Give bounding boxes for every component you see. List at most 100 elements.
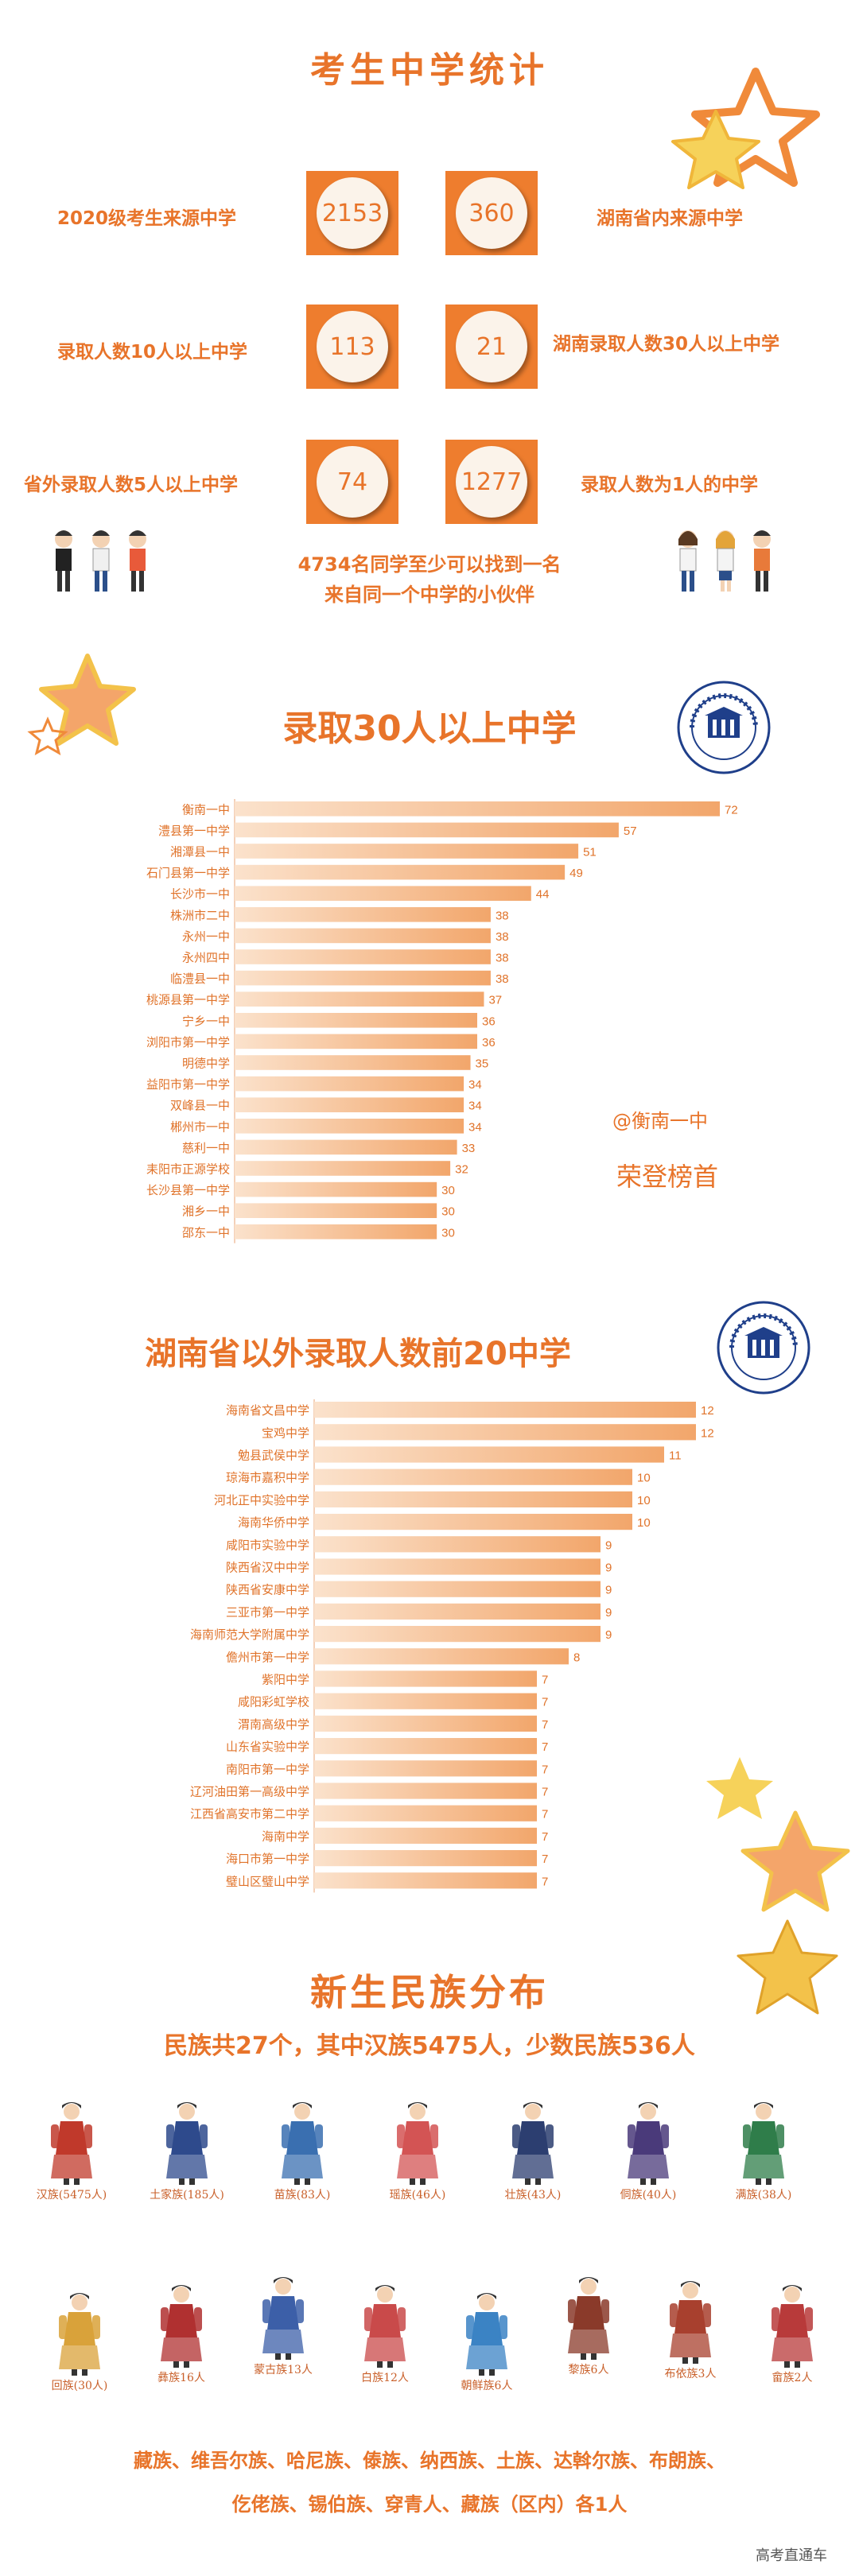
students-illustration-icon bbox=[55, 530, 146, 592]
category-label: 衡南一中 bbox=[182, 803, 230, 817]
bar bbox=[314, 1783, 537, 1799]
stat-label-3: 录取人数10人以上中学 bbox=[57, 342, 248, 363]
ethnic-costume-icon bbox=[628, 2102, 669, 2185]
bar bbox=[314, 1626, 601, 1643]
value-label: 9 bbox=[605, 1584, 612, 1597]
ethnic-figure: 畲族2人 bbox=[748, 2282, 836, 2385]
value-label: 36 bbox=[482, 1036, 496, 1049]
stat-label-2: 湖南省内来源中学 bbox=[597, 208, 743, 229]
bar bbox=[235, 1224, 437, 1240]
ethnic-costume-icon bbox=[282, 2102, 323, 2185]
outside-hunan-bar-chart: 海南省文昌中学 12 宝鸡中学 12 勉县武侯中学 11 琼海市嘉积中学 10 河北正中实验中学… bbox=[190, 1399, 714, 1893]
value-label: 34 bbox=[468, 1120, 482, 1134]
bar bbox=[314, 1536, 601, 1553]
category-label: 桃源县第一中学 bbox=[146, 993, 230, 1007]
bar bbox=[235, 991, 484, 1007]
category-label: 临澧县一中 bbox=[170, 972, 230, 986]
stat-value-6: 1277 bbox=[456, 446, 527, 518]
category-label: 咸阳彩虹学校 bbox=[238, 1696, 309, 1709]
ethnic-figure: 侗族(40人) bbox=[604, 2099, 692, 2202]
value-label: 7 bbox=[542, 1718, 548, 1732]
university-logo-icon bbox=[717, 1301, 810, 1395]
bar bbox=[314, 1514, 632, 1530]
ethnic-figure: 汉族(5475人) bbox=[28, 2099, 115, 2202]
bar bbox=[235, 1076, 464, 1092]
value-label: 9 bbox=[605, 1628, 612, 1642]
value-label: 7 bbox=[542, 1740, 548, 1754]
stat-box-1: 2153 bbox=[306, 171, 398, 255]
bar bbox=[314, 1468, 632, 1485]
bar bbox=[314, 1491, 632, 1507]
value-label: 32 bbox=[455, 1163, 468, 1177]
bar bbox=[235, 1097, 464, 1112]
stat-box-3: 113 bbox=[306, 305, 398, 389]
star-decoration-icon bbox=[737, 1919, 838, 2015]
note-line-2: 来自同一个中学的小伙伴 bbox=[325, 584, 534, 606]
category-label: 辽河油田第一高级中学 bbox=[190, 1785, 309, 1799]
stat-label-5: 省外录取人数5人以上中学 bbox=[24, 475, 239, 495]
bar bbox=[314, 1648, 569, 1665]
bar bbox=[314, 1581, 601, 1597]
category-label: 海南华侨中学 bbox=[238, 1516, 309, 1530]
category-label: 双峰县一中 bbox=[170, 1100, 230, 1113]
ethnic-costume-icon bbox=[568, 2277, 609, 2360]
stat-box-4: 21 bbox=[445, 305, 538, 389]
section3-title: 湖南省以外录取人数前20中学 bbox=[145, 1336, 571, 1372]
value-label: 10 bbox=[637, 1516, 651, 1530]
ethnic-costume-icon bbox=[59, 2293, 100, 2376]
value-label: 7 bbox=[542, 1786, 548, 1799]
bar bbox=[235, 928, 491, 944]
bar bbox=[235, 844, 579, 859]
bar bbox=[314, 1402, 696, 1418]
category-label: 宁乡一中 bbox=[182, 1014, 230, 1028]
ethnic-costume-icon bbox=[772, 2285, 813, 2368]
category-label: 益阳市第一中学 bbox=[146, 1077, 230, 1092]
value-label: 38 bbox=[496, 930, 509, 944]
value-label: 38 bbox=[496, 972, 509, 986]
category-label: 石门县第一中学 bbox=[146, 866, 230, 880]
ethnic-costume-icon bbox=[743, 2102, 784, 2185]
value-label: 33 bbox=[462, 1142, 476, 1155]
value-label: 10 bbox=[637, 1472, 651, 1485]
ethnic-figure: 黎族6人 bbox=[545, 2274, 632, 2377]
bar bbox=[314, 1738, 537, 1755]
value-label: 38 bbox=[496, 952, 509, 965]
stat-value-2: 360 bbox=[456, 177, 527, 249]
students-illustration-icon bbox=[678, 530, 771, 592]
section1-title: 考生中学统计 bbox=[310, 50, 549, 91]
category-label: 永州一中 bbox=[182, 930, 230, 944]
university-logo-icon bbox=[677, 681, 771, 774]
bar bbox=[314, 1670, 537, 1687]
category-label: 海口市第一中学 bbox=[226, 1852, 309, 1866]
ethnic-costume-icon bbox=[466, 2293, 507, 2376]
value-label: 9 bbox=[605, 1538, 612, 1552]
value-label: 7 bbox=[542, 1830, 548, 1844]
category-label: 郴州市一中 bbox=[170, 1120, 230, 1134]
bar bbox=[314, 1603, 601, 1620]
bar bbox=[314, 1693, 537, 1709]
category-label: 南阳市第一中学 bbox=[226, 1762, 309, 1776]
stat-value-1: 2153 bbox=[317, 177, 388, 249]
bottom-line-1: 藏族、维吾尔族、哈尼族、傣族、纳西族、土族、达斡尔族、布朗族、 bbox=[134, 2450, 725, 2472]
ethnic-figure: 蒙古族13人 bbox=[239, 2274, 327, 2377]
value-label: 9 bbox=[605, 1562, 612, 1575]
ethnic-figure: 布依族3人 bbox=[647, 2278, 734, 2381]
ethnic-label: 苗族(83人) bbox=[274, 2189, 331, 2202]
category-label: 咸阳市实验中学 bbox=[226, 1538, 309, 1552]
value-label: 30 bbox=[441, 1184, 455, 1197]
bar bbox=[314, 1446, 664, 1463]
category-label: 紫阳中学 bbox=[262, 1674, 309, 1687]
stat-value-5: 74 bbox=[317, 446, 388, 518]
stat-value-4: 21 bbox=[456, 311, 527, 382]
value-label: 36 bbox=[482, 1014, 496, 1028]
category-label: 三亚市第一中学 bbox=[226, 1605, 309, 1620]
category-label: 耒阳市正源学校 bbox=[146, 1163, 230, 1177]
stat-label-4: 湖南录取人数30人以上中学 bbox=[553, 334, 780, 355]
category-label: 渭南高级中学 bbox=[238, 1718, 309, 1732]
value-label: 30 bbox=[441, 1205, 455, 1219]
annotation-line-1: @衡南一中 bbox=[612, 1110, 708, 1132]
ethnic-label: 蒙古族13人 bbox=[254, 2364, 313, 2376]
ethnic-label: 畲族2人 bbox=[772, 2372, 813, 2384]
bar bbox=[235, 864, 566, 880]
value-label: 72 bbox=[725, 803, 738, 817]
